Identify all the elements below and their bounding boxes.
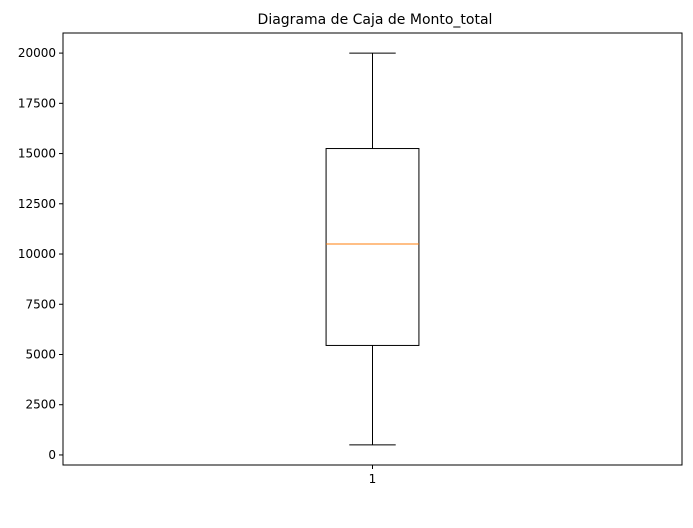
y-tick-label: 20000: [18, 46, 56, 60]
y-tick-label: 12500: [18, 197, 56, 211]
y-tick-label: 17500: [18, 96, 56, 110]
y-tick-label: 10000: [18, 247, 56, 261]
x-tick-label: 1: [369, 472, 377, 486]
iqr-box: [325, 148, 420, 346]
box-group: [325, 52, 420, 446]
y-tick-label: 0: [48, 448, 56, 462]
chart-title: Diagrama de Caja de Monto_total: [258, 12, 493, 28]
x-axis: 1: [369, 465, 377, 486]
y-tick-label: 2500: [25, 398, 56, 412]
y-axis: 0 2500 5000 7500 10000 12500 15000 17500 20000: [18, 46, 63, 462]
y-tick-label: 7500: [25, 297, 56, 311]
y-tick-label: 5000: [25, 347, 56, 361]
y-tick-label: 15000: [18, 147, 56, 161]
